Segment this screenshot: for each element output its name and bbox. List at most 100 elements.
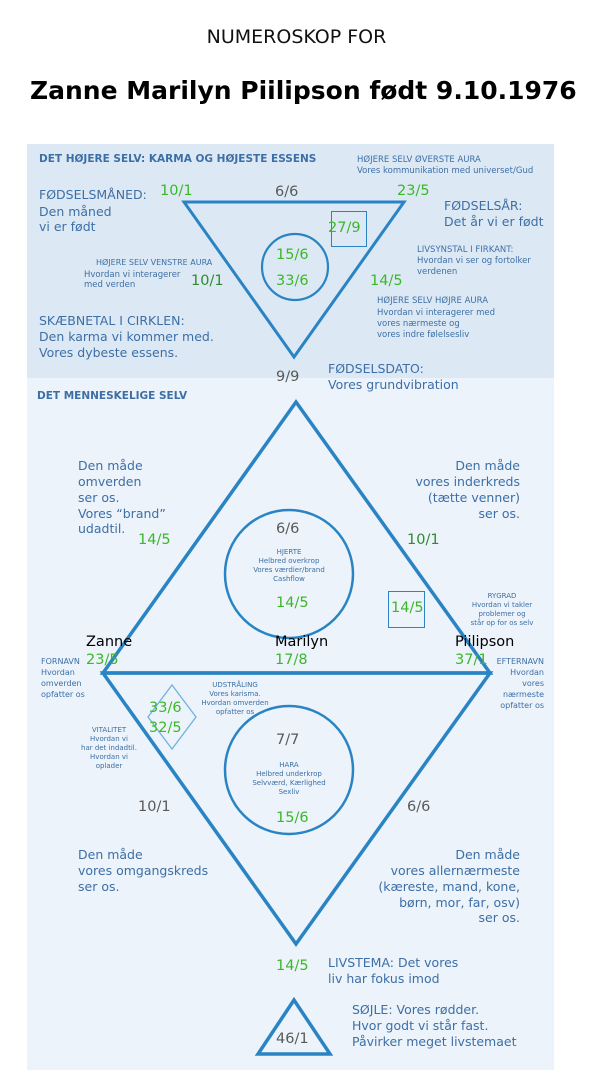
middle-name: Marilyn — [275, 634, 329, 650]
right-aura-number: 14/5 — [370, 273, 403, 289]
birth-month-desc-1: Den måned — [39, 204, 112, 219]
vitality-desc-1: Hvordan vi — [90, 735, 128, 743]
higher-self-panel — [27, 144, 554, 378]
world-desc-4: Vores “brand” — [78, 506, 166, 521]
aura-top-desc: Vores kommunikation med universet/Gud — [357, 166, 534, 176]
left-aura-desc-1: Hvordan vi interagerer — [84, 270, 181, 280]
upper-right-number: 10/1 — [407, 532, 440, 548]
last-name-number: 37/1 — [455, 652, 488, 668]
closest-desc-3: (kæreste, mand, kone, — [378, 879, 520, 894]
hara-number-top: 7/7 — [276, 732, 300, 748]
hara-circle — [223, 704, 355, 836]
birth-month-number: 10/1 — [160, 183, 193, 199]
left-aura-title: HØJERE SELV VENSTRE AURA — [96, 258, 213, 267]
birthdate-desc: Vores grundvibration — [328, 377, 459, 392]
social-desc-2: vores omgangskreds — [78, 863, 209, 878]
birth-year-number: 23/5 — [397, 183, 430, 199]
vitality-number: 32/5 — [149, 720, 182, 736]
radiance-diamond — [147, 683, 197, 751]
hara-desc-3: Sexliv — [278, 788, 300, 796]
life-theme-title: LIVSTEMA: Det vores — [328, 955, 459, 970]
pillar-number: 46/1 — [276, 1031, 309, 1047]
last-name-desc-4: opfatter os — [500, 701, 544, 710]
first-name-desc-1: Hvordan — [41, 668, 75, 677]
closest-desc-1: Den måde — [455, 847, 520, 862]
higher-self-header: DET HØJERE SELV: KARMA OG HØJESTE ESSENS — [39, 153, 317, 165]
first-name: Zanne — [86, 634, 133, 650]
hara-desc-2: Selvværd, Kærlighed — [252, 779, 326, 787]
spine-square — [388, 591, 425, 628]
birth-month-desc-2: vi er født — [39, 219, 96, 234]
heart-circle — [223, 508, 355, 640]
right-aura-desc-1: Hvordan vi interagerer med — [377, 308, 496, 318]
person-heading: Zanne Marilyn Piilipson født 9.10.1976 — [30, 76, 577, 105]
vitality-desc-2: har det indadtil. — [81, 744, 137, 752]
human-self-lower-triangle — [99, 671, 494, 948]
inner-desc-3: (tætte venner) — [427, 490, 520, 505]
spine-desc-1: Hvordan vi takler — [471, 601, 533, 609]
aura-top-number: 6/6 — [275, 184, 299, 200]
social-desc-3: ser os. — [78, 879, 120, 894]
hara-title: HARA — [279, 761, 299, 769]
lower-right-number: 6/6 — [407, 799, 431, 815]
right-aura-desc-2: vores nærmeste og — [377, 319, 460, 329]
first-name-number: 23/5 — [86, 652, 119, 668]
birth-month-title: FØDSELSMÅNED: — [39, 187, 147, 202]
birth-year-desc: Det år vi er født — [444, 214, 544, 229]
worldview-number: 27/9 — [328, 220, 361, 236]
inner-desc-2: vores inderkreds — [415, 474, 521, 489]
spine-title: RYGRAD — [487, 592, 517, 600]
middle-name-number: 17/8 — [275, 652, 308, 668]
last-name-title: EFTERNAVN — [496, 657, 544, 666]
last-name: Piilipson — [455, 634, 515, 650]
birthdate-number: 9/9 — [276, 369, 300, 385]
last-name-desc-1: Hvordan — [510, 668, 544, 677]
worldview-square — [331, 211, 367, 247]
page-title: NUMEROSKOP FOR — [206, 26, 387, 48]
fate-circle — [260, 232, 330, 302]
heart-desc-1: Helbred overkrop — [258, 557, 320, 565]
world-desc-2: omverden — [78, 474, 142, 489]
heart-number-bottom: 14/5 — [276, 595, 309, 611]
spine-desc-3: står op for os selv — [470, 619, 534, 627]
fate-desc-2: Vores dybeste essens. — [39, 345, 179, 360]
heart-title: HJERTE — [276, 548, 302, 556]
human-self-panel — [27, 378, 554, 1070]
birthdate-title: FØDSELSDATO: — [328, 361, 424, 376]
radiance-title: UDSTRÅLING — [212, 681, 258, 689]
first-name-title: FORNAVN — [41, 657, 80, 666]
hara-number-bottom: 15/6 — [276, 810, 309, 826]
first-name-desc-3: opfatter os — [41, 690, 85, 699]
social-desc-1: Den måde — [78, 847, 143, 862]
heart-number-top: 6/6 — [276, 521, 300, 537]
left-aura-number: 10/1 — [191, 273, 224, 289]
world-desc-3: ser os. — [78, 490, 120, 505]
birth-year-title: FØDSELSÅR: — [444, 198, 523, 213]
world-desc-1: Den måde — [78, 458, 143, 473]
closest-desc-2: vores allernærmeste — [390, 863, 520, 878]
fate-number-2: 33/6 — [276, 273, 309, 289]
world-desc-5: udadtil. — [78, 521, 126, 536]
vitality-desc-3: Hvordan vi — [90, 753, 128, 761]
fate-title: SKÆBNETAL I CIRKLEN: — [39, 313, 185, 328]
vitality-desc-4: oplader — [95, 762, 123, 770]
spine-desc-2: problemer og — [478, 610, 526, 618]
closest-desc-4: børn, mor, far, osv) — [399, 895, 520, 910]
aura-top-title: HØJERE SELV ØVERSTE AURA — [357, 155, 481, 165]
closest-desc-5: ser os. — [478, 910, 520, 925]
pillar-desc-2: Påvirker meget livstemaet — [352, 1034, 517, 1049]
pillar-triangle — [254, 996, 334, 1056]
heart-desc-3: Cashflow — [273, 575, 305, 583]
spine-number: 14/5 — [391, 600, 424, 616]
first-name-desc-2: omverden — [41, 679, 82, 688]
human-self-header: DET MENNESKELIGE SELV — [37, 390, 188, 402]
fate-desc-1: Den karma vi kommer med. — [39, 329, 214, 344]
life-theme-desc: liv har fokus imod — [328, 971, 440, 986]
inner-desc-4: ser os. — [478, 506, 520, 521]
life-theme-number: 14/5 — [276, 958, 309, 974]
pillar-desc-1: Hvor godt vi står fast. — [352, 1018, 489, 1033]
fate-number-1: 15/6 — [276, 247, 309, 263]
radiance-desc-1: Vores karisma. — [209, 690, 261, 698]
lower-left-number: 10/1 — [138, 799, 171, 815]
